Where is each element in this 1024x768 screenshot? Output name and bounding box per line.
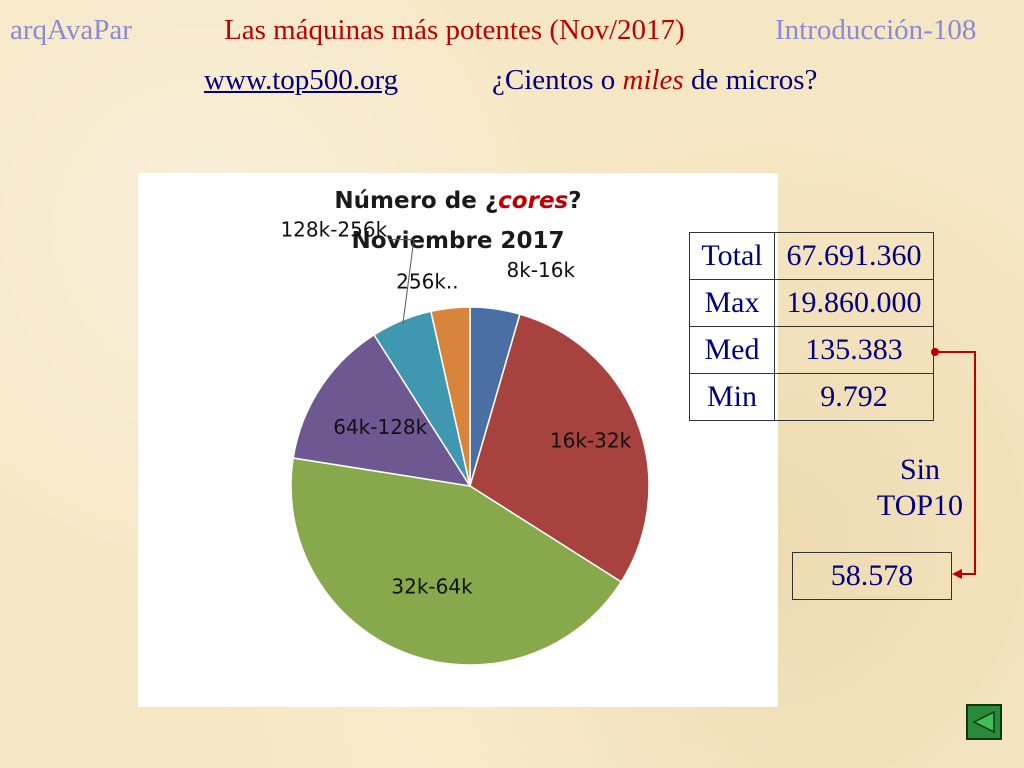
result-value: 58.578 xyxy=(792,552,952,600)
top500-link[interactable]: www.top500.org xyxy=(204,64,399,96)
connector-arrow xyxy=(931,348,976,579)
stats-value: 19.860.000 xyxy=(774,279,934,327)
stats-row: Max 19.860.000 xyxy=(689,279,934,327)
pie-label: 32k-64k xyxy=(391,574,473,598)
sin-label-line2: TOP10 xyxy=(876,489,964,522)
stats-row: Min 9.792 xyxy=(689,373,934,421)
question-prefix: ¿Cientos o xyxy=(492,64,623,96)
pie-label: 16k-32k xyxy=(550,428,632,452)
pie-slice-256k xyxy=(430,306,471,487)
stats-value: 135.383 xyxy=(774,326,934,374)
pie-slice-32k-64k xyxy=(290,457,623,666)
stats-row: Med 135.383 xyxy=(689,326,934,374)
slide-question: ¿Cientos o miles de micros? xyxy=(492,66,817,95)
stats-label: Med xyxy=(689,326,775,374)
nav-back-button[interactable] xyxy=(966,704,1002,740)
section-label: Introducción-108 xyxy=(775,14,977,46)
pie-label: 256k.. xyxy=(396,269,458,293)
slide-title: Las máquinas más potentes (Nov/2017) xyxy=(224,14,685,46)
pie-label: 8k-16k xyxy=(506,258,575,282)
pie-label: 128k-256k xyxy=(280,218,387,242)
stats-table: Total 67.691.360 Max 19.860.000 Med 135.383 Mi… xyxy=(689,232,934,421)
chart-title: Número de ¿cores? xyxy=(334,188,581,214)
pie-chart-svg: Número de ¿cores? Noviembre 2017 8k-16k 1… xyxy=(280,188,650,666)
course-name: arqAvaPar xyxy=(10,14,132,46)
pie-slice-64k-128k xyxy=(292,333,472,488)
pie-leader-line xyxy=(388,239,415,324)
stats-value: 9.792 xyxy=(774,373,934,421)
chart-subtitle: Noviembre 2017 xyxy=(352,228,565,254)
sin-label-line1: Sin xyxy=(899,453,941,486)
chart-title-suffix: ? xyxy=(568,188,581,214)
stats-label: Min xyxy=(689,373,775,421)
chart-title-prefix: Número de ¿ xyxy=(334,188,498,214)
back-arrow-icon xyxy=(972,710,995,734)
pie-slice-16k-32k xyxy=(469,313,650,583)
stats-label: Max xyxy=(689,279,775,327)
stats-row: Total 67.691.360 xyxy=(689,232,934,280)
stats-label: Total xyxy=(689,232,775,280)
pie-chart: Número de ¿cores? Noviembre 2017 8k-16k 1… xyxy=(138,173,778,707)
sin-top10-label: Sin TOP10 xyxy=(866,452,974,524)
chart-title-emph: cores xyxy=(498,188,568,214)
question-suffix: de micros? xyxy=(683,64,818,96)
stats-value: 67.691.360 xyxy=(774,232,934,280)
pie-label: 64k-128k xyxy=(333,415,427,439)
question-emph: miles xyxy=(622,64,684,96)
